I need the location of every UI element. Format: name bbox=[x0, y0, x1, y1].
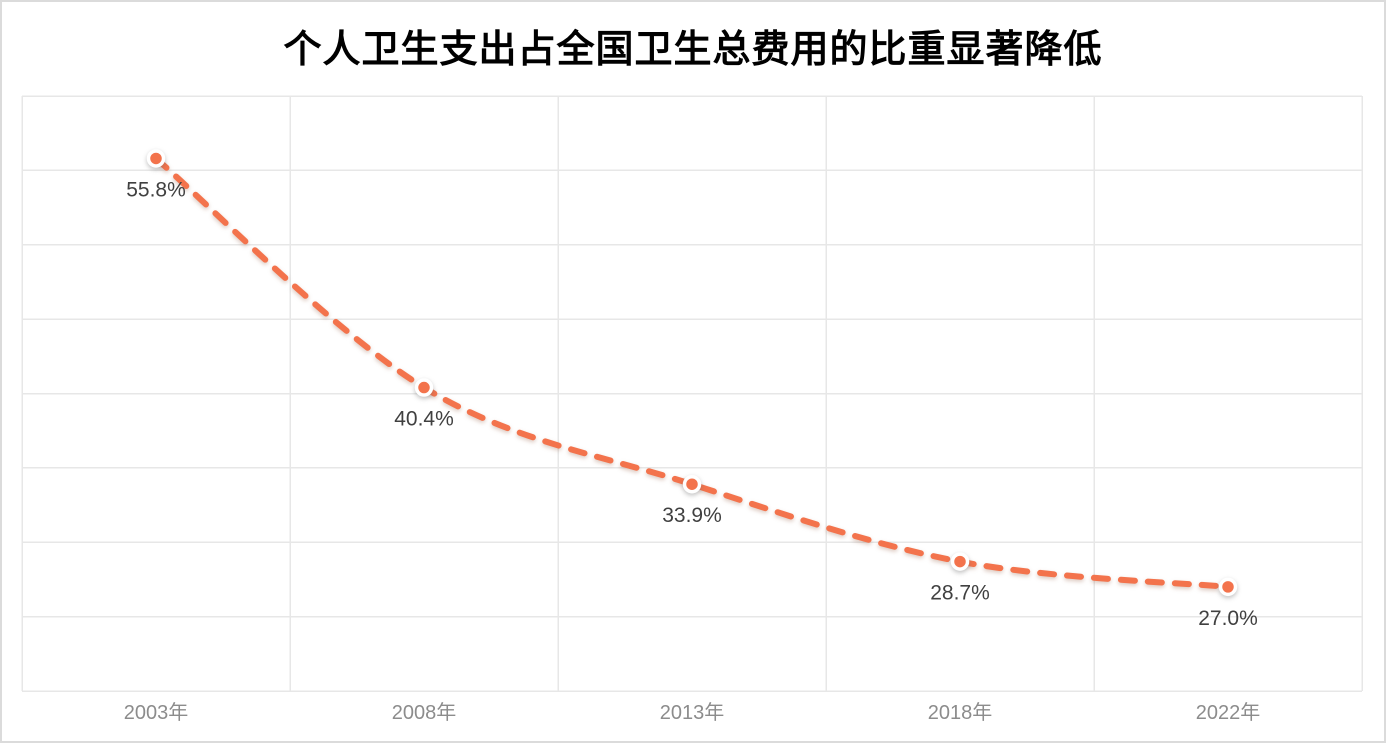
x-axis-label: 2003年 bbox=[124, 701, 189, 724]
x-axis-label: 2018年 bbox=[928, 701, 993, 724]
data-point-marker bbox=[950, 552, 970, 571]
series-line bbox=[153, 155, 1231, 590]
data-label: 55.8% bbox=[126, 178, 186, 201]
data-point-marker bbox=[1218, 577, 1238, 597]
x-axis-label: 2013年 bbox=[660, 701, 725, 724]
data-label: 40.4% bbox=[394, 408, 454, 431]
x-axis-label: 2008年 bbox=[392, 701, 457, 724]
data-point-marker bbox=[146, 149, 166, 168]
data-label: 28.7% bbox=[930, 582, 990, 605]
chart-title: 个人卫生支出占全国卫生总费用的比重显著降低 bbox=[283, 29, 1103, 71]
data-label: 33.9% bbox=[662, 504, 722, 527]
data-label: 27.0% bbox=[1198, 607, 1258, 630]
data-point-marker bbox=[682, 474, 702, 494]
x-axis-label: 2022年 bbox=[1196, 701, 1261, 724]
data-point-marker bbox=[414, 378, 434, 397]
plot-gridlines bbox=[21, 95, 1363, 692]
